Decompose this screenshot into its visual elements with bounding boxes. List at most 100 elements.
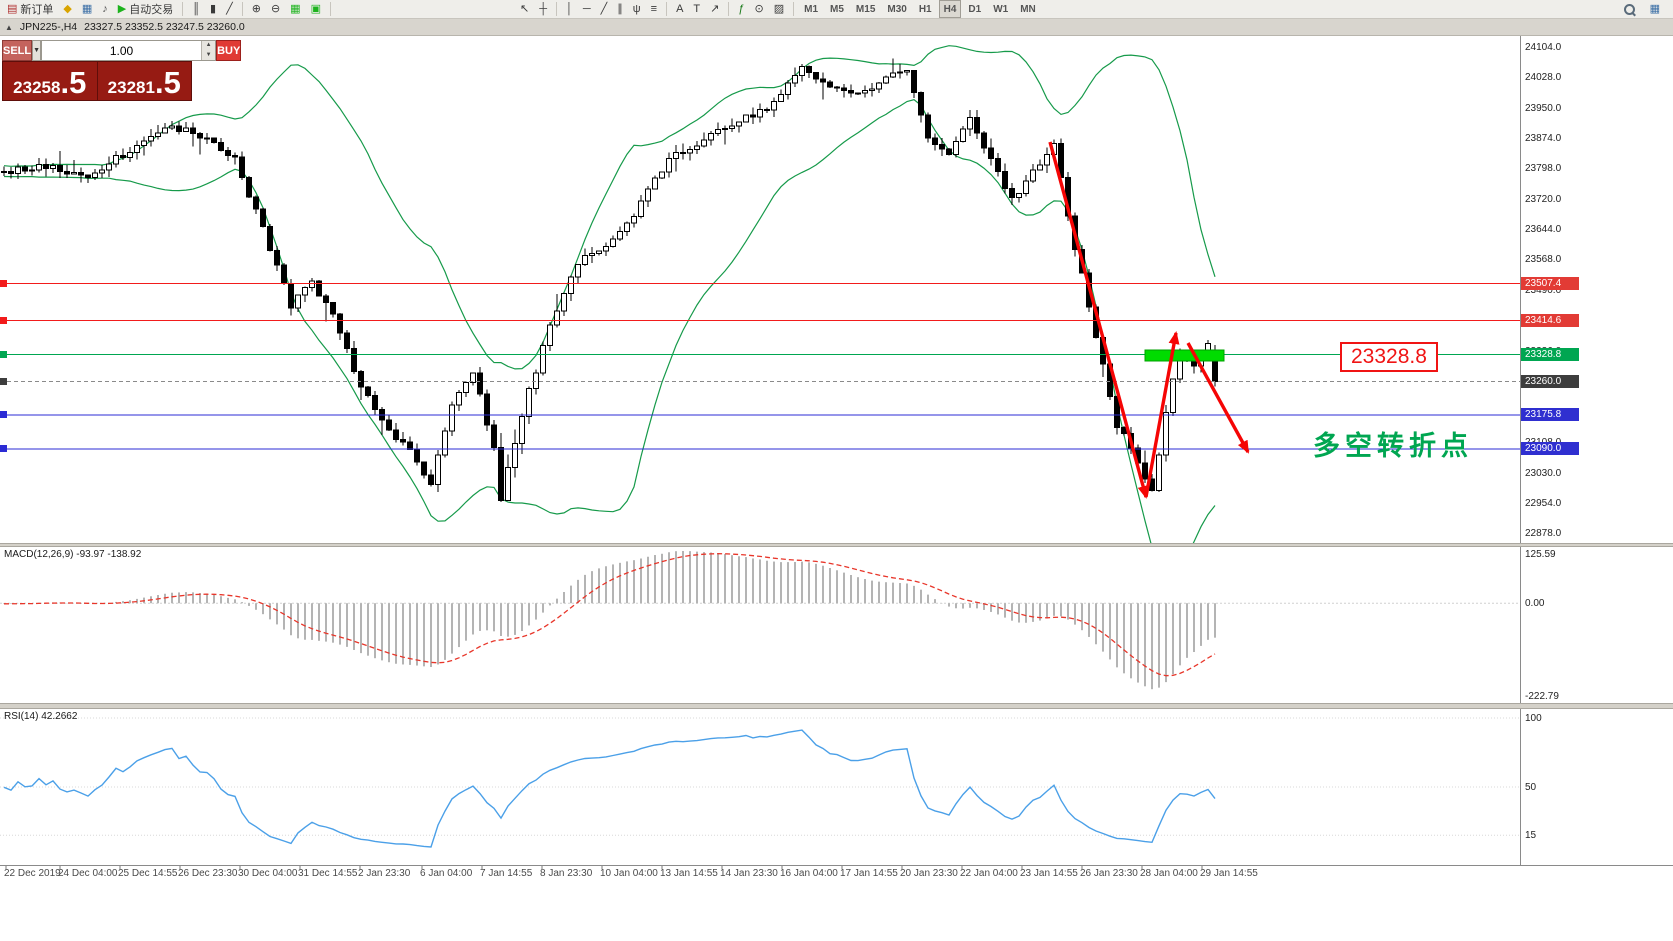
templates-button[interactable]: ▨: [770, 0, 788, 18]
indicators-icon: ƒ: [738, 2, 745, 15]
workspace-button[interactable]: ▦: [1646, 0, 1664, 18]
sell-button[interactable]: SELL: [2, 40, 33, 61]
tf-h1-button-label: H1: [918, 3, 932, 15]
volume-input[interactable]: [42, 41, 202, 60]
buy-price-main: 23281: [107, 78, 155, 97]
price-callout-label[interactable]: 23328.8: [1340, 342, 1438, 372]
periods-button[interactable]: ⊙: [750, 0, 767, 18]
tf-w1-button-label: W1: [993, 3, 1009, 15]
turning-point-label[interactable]: 多空转折点: [1313, 431, 1473, 461]
toolbar-separator: [329, 2, 331, 16]
main-chart-panel: [0, 36, 1673, 543]
sell-price-pips: .5: [60, 65, 87, 100]
tf-h4-button[interactable]: H4: [938, 0, 962, 18]
metaeditor-icon: ◆: [63, 2, 72, 15]
auto-arrange-button[interactable]: ▣: [307, 0, 325, 18]
arrows-button[interactable]: ↗: [706, 0, 723, 18]
text-button[interactable]: A: [672, 0, 687, 18]
bollinger-bands: [3, 45, 1216, 543]
tf-h1-button[interactable]: H1: [914, 0, 937, 18]
workspace-icon: ▦: [1649, 2, 1660, 15]
new-chart-button[interactable]: ▦: [78, 0, 96, 18]
auto-arrange-icon: ▣: [310, 2, 321, 15]
volume-down-button[interactable]: ▼: [202, 50, 216, 60]
buy-button[interactable]: BUY: [216, 40, 242, 61]
horizontal-line-icon: ─: [582, 2, 591, 15]
macd-indicator-label: MACD(12,26,9) -93.97 -138.92: [4, 549, 142, 560]
search-button[interactable]: [1619, 0, 1640, 18]
candlesticks: [1, 58, 1218, 502]
channel-icon: ∥: [617, 2, 623, 15]
toolbar-right-group: ▦: [1619, 0, 1670, 18]
chart-ohlc-values: 23327.5 23352.5 23247.5 23260.0: [84, 21, 245, 33]
tf-mn-button[interactable]: MN: [1015, 0, 1041, 18]
label-button[interactable]: T: [689, 0, 704, 18]
pitchfork-button[interactable]: ψ: [629, 0, 645, 18]
toolbar-separator: [793, 2, 795, 16]
panel-divider[interactable]: [0, 543, 1673, 547]
new-order-icon: ▤: [7, 2, 18, 15]
autotrading-button-label: 自动交易: [129, 4, 174, 16]
channel-button[interactable]: ∥: [613, 0, 627, 18]
trendline-button[interactable]: ╱: [597, 0, 612, 18]
vertical-line-icon: │: [566, 2, 573, 15]
new-order-button[interactable]: ▤ 新订单: [3, 0, 57, 18]
tf-m5-button[interactable]: M5: [825, 0, 849, 18]
candles-chart-icon: ▮: [210, 2, 217, 15]
fibonacci-icon: ≡: [650, 2, 658, 15]
tf-d1-button-label: D1: [968, 3, 982, 15]
one-click-trading-panel: SELL ▼ ▲ ▼ BUY 23258.5 23281.5: [2, 40, 242, 101]
tf-m1-button-label: M1: [804, 3, 819, 15]
toolbar-separator: [728, 2, 730, 16]
candles-chart-button[interactable]: ▮: [206, 0, 220, 18]
search-icon: [1623, 3, 1636, 16]
zoom-out-button[interactable]: ⊖: [267, 0, 284, 18]
buy-price-display[interactable]: 23281.5: [98, 62, 192, 100]
zoom-in-icon: ⊕: [251, 2, 261, 15]
tile-windows-icon: ▦: [290, 2, 301, 15]
volume-up-button[interactable]: ▲: [202, 41, 216, 51]
tf-d1-button[interactable]: D1: [963, 0, 986, 18]
sound-button[interactable]: ♪: [98, 0, 112, 18]
cursor-button[interactable]: ↖: [516, 0, 533, 18]
tile-windows-button[interactable]: ▦: [286, 0, 304, 18]
toolbar-separator: [241, 2, 243, 16]
tf-m1-button[interactable]: M1: [799, 0, 823, 18]
sell-price-display[interactable]: 23258.5: [3, 62, 97, 100]
rsi-indicator-label: RSI(14) 42.2662: [4, 711, 78, 722]
panel-divider[interactable]: [0, 703, 1673, 709]
tf-m30-button-label: M30: [887, 3, 907, 15]
price-scale-border: [1520, 36, 1521, 866]
chart-symbol-title: JPN225-,H4: [19, 21, 78, 33]
templates-icon: ▨: [773, 2, 785, 15]
tf-m15-button[interactable]: M15: [851, 0, 880, 18]
fibonacci-button[interactable]: ≡: [647, 0, 661, 18]
macd-plot: [0, 551, 1520, 690]
arrows-icon: ↗: [710, 2, 720, 15]
bars-chart-button[interactable]: ║: [188, 0, 204, 18]
tf-m5-button-label: M5: [830, 3, 844, 15]
price-divider: [96, 62, 98, 100]
metaeditor-button[interactable]: ◆: [59, 0, 75, 18]
autotrading-button[interactable]: ▶ 自动交易: [114, 0, 177, 18]
pitchfork-icon: ψ: [632, 2, 641, 15]
crosshair-button[interactable]: ┼: [535, 0, 551, 18]
rsi-plot: [0, 717, 1520, 848]
line-chart-button[interactable]: ╱: [222, 0, 237, 18]
zoom-in-button[interactable]: ⊕: [248, 0, 265, 18]
tf-mn-button-label: MN: [1020, 3, 1036, 15]
chart-title-strip: ▲ JPN225-,H4 23327.5 23352.5 23247.5 232…: [0, 19, 1673, 36]
volume-stepper: ▲ ▼: [201, 41, 216, 60]
vertical-line-button[interactable]: │: [562, 0, 577, 18]
cursor-icon: ↖: [519, 2, 530, 15]
toolbar-separator: [666, 2, 668, 16]
horizontal-line-button[interactable]: ─: [579, 0, 595, 18]
indicators-button[interactable]: ƒ: [734, 0, 748, 18]
tf-w1-button[interactable]: W1: [988, 0, 1013, 18]
collapse-icon[interactable]: ▲: [5, 22, 13, 32]
line-chart-icon: ╱: [226, 2, 233, 15]
order-options-dropdown[interactable]: ▼: [32, 40, 42, 61]
tf-m30-button[interactable]: M30: [882, 0, 911, 18]
